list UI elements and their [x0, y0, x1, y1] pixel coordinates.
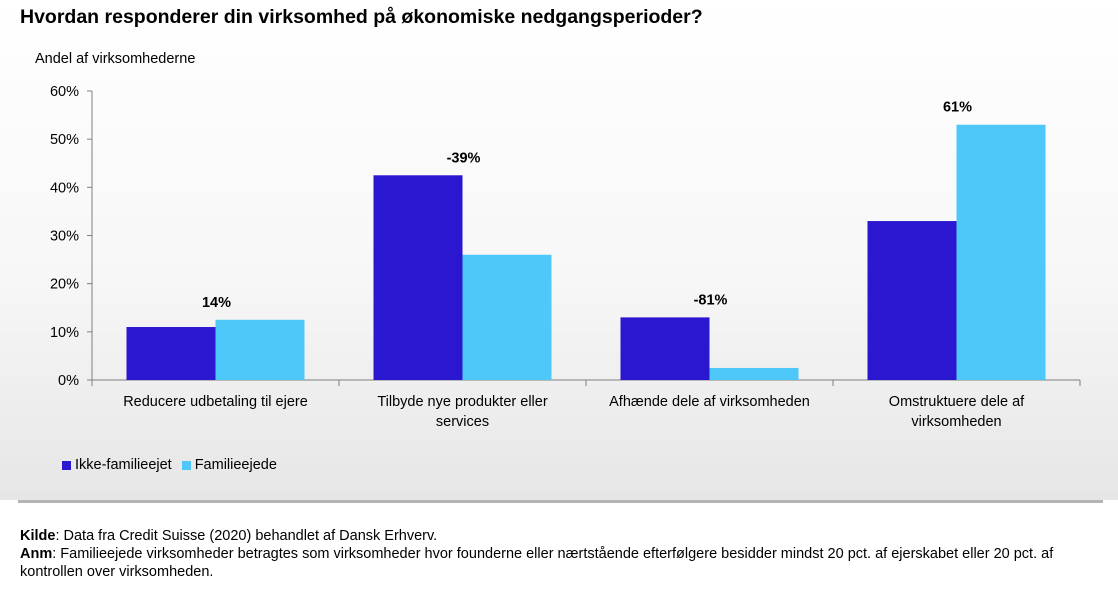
bar-annotation: 61%	[943, 100, 972, 116]
y-axis-label: Andel af virksomhederne	[35, 51, 196, 67]
legend-item-ikke-familieejet: Ikke-familieejet	[62, 457, 172, 473]
x-tick-label: Afhænde dele af virksomheden	[609, 394, 810, 410]
bar-familieejede-4	[956, 124, 1046, 380]
bar-ikke-familieejet-1	[126, 327, 216, 380]
bar-annotation: -81%	[694, 292, 728, 308]
bar-annotation: -39%	[447, 150, 481, 166]
chart-title: Hvordan responderer din virksomhed på øk…	[20, 6, 703, 28]
y-tick-label: 0%	[58, 373, 79, 389]
bar-ikke-familieejet-4	[867, 221, 957, 380]
y-tick-label: 60%	[50, 84, 79, 100]
annotation-note: Anm: Familieejede virksomheder betragtes…	[20, 545, 1105, 581]
x-tick-label: Tilbyde nye produkter eller	[377, 394, 547, 410]
y-tick-label: 20%	[50, 277, 79, 293]
bar-familieejede-2	[462, 254, 552, 380]
legend-item-familieejede: Familieejede	[181, 457, 277, 473]
x-tick-label: Reducere udbetaling til ejere	[123, 394, 308, 410]
source-text: : Data fra Credit Suisse (2020) behandle…	[55, 528, 438, 544]
legend-swatch-familieejede	[181, 460, 191, 470]
legend-label-ikke-familieejet: Ikke-familieejet	[75, 457, 172, 473]
legend-swatch-ikke-familieejet	[62, 460, 71, 470]
x-tick-label: Omstruktuere dele af	[889, 394, 1025, 410]
bar-familieejede-3	[709, 367, 799, 380]
x-tick-label: virksomheden	[911, 414, 1001, 430]
y-tick-label: 30%	[50, 229, 79, 245]
bar-ikke-familieejet-2	[373, 175, 463, 380]
bar-chart: 0% 10% 20% 30% 40% 50% 60% 14% Reducere udbetali…	[50, 84, 1081, 430]
x-tick-label: services	[436, 414, 489, 430]
footnotes: Kilde: Data fra Credit Suisse (2020) beh…	[20, 527, 1105, 581]
note-label: Anm	[20, 546, 53, 562]
source-note: Kilde: Data fra Credit Suisse (2020) beh…	[20, 527, 1105, 545]
note-text: : Familieejede virksomheder betragtes so…	[20, 546, 1054, 580]
legend-label-familieejede: Familieejede	[194, 457, 277, 473]
y-tick-label: 50%	[50, 132, 79, 148]
y-tick-label: 10%	[50, 325, 79, 341]
source-label: Kilde	[20, 528, 56, 544]
legend: Ikke-familieejet Familieejede	[62, 457, 287, 473]
bar-annotation: 14%	[202, 295, 231, 311]
divider	[18, 500, 1103, 503]
y-tick-label: 40%	[50, 180, 79, 196]
bar-familieejede-1	[215, 319, 305, 380]
bar-ikke-familieejet-3	[620, 317, 710, 380]
